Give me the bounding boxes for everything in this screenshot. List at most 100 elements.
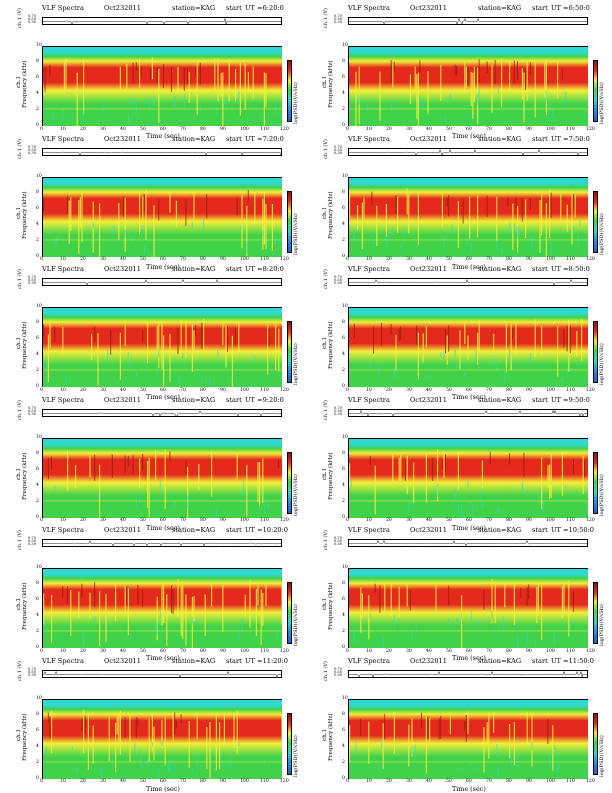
time-tick-label: 30 (406, 518, 412, 523)
colorbar-label: log(PSD)(V/√Hz) (293, 734, 299, 777)
time-tick-label: 90 (526, 126, 532, 132)
timeseries-tick-label: 0.50 (334, 408, 343, 413)
time-tick-label: 80 (506, 518, 512, 523)
panel-title: VLF Spectra (42, 4, 84, 12)
frequency-tick-label: 10 (36, 434, 42, 440)
frequency-tick-label: 2 (36, 759, 39, 765)
timeseries-svg (43, 670, 282, 678)
time-tick-label: 60 (466, 518, 472, 523)
time-tick-label: 20 (386, 648, 392, 654)
frequency-tick-label: 2 (342, 629, 345, 634)
frequency-tick-label: 6 (342, 597, 345, 602)
frequency-axis-label: Frequency (kHz) (22, 190, 28, 239)
time-tick-label: 70 (180, 648, 186, 654)
spectrogram-svg (349, 47, 588, 126)
time-axis-label: Time (sec) (452, 654, 486, 662)
spectrogram-streaks (349, 448, 588, 517)
spectrogram-streaks (43, 188, 282, 257)
panel-station: station=KAG (172, 265, 216, 273)
timeseries-tick-label: 0.30 (334, 150, 343, 155)
time-tick-label: 90 (220, 126, 226, 132)
timeseries-axis-label: ch.1 (V) (17, 399, 23, 420)
timeseries-tick-label: 0.50 (334, 147, 343, 152)
time-tick-label: 0 (346, 648, 349, 654)
time-tick-label: 30 (406, 779, 412, 784)
time-tick-label: 60 (160, 257, 166, 262)
panel-start-label: start (532, 395, 548, 404)
time-tick-label: 50 (446, 648, 452, 654)
panel-date: Oct232011 (410, 4, 447, 12)
panel-title: VLF Spectra (42, 265, 84, 273)
panel-start-label: start (532, 265, 548, 273)
time-tick-label: 40 (120, 648, 126, 654)
timeseries-tick-label: 0.70 (334, 405, 343, 410)
timeseries-svg (43, 279, 282, 286)
time-tick-label: 100 (240, 126, 249, 132)
spectrogram-panel: VLF Spectra Oct232011 station=KAG start UT =… (0, 4, 299, 140)
time-tick-label: 70 (486, 648, 492, 654)
colorbar-label: log(PSD)(V/√Hz) (293, 343, 299, 385)
panel-start-time: UT =11:50:0 (551, 656, 594, 665)
frequency-tick-label: 8 (36, 581, 39, 586)
timeseries-axis-label: ch.1 (V) (323, 8, 329, 28)
time-tick-label: 90 (526, 387, 532, 393)
frequency-axis-label: Frequency (kHz) (22, 712, 28, 761)
panel-start-label: start (532, 4, 548, 12)
timeseries-strip (42, 17, 282, 25)
time-tick-label: 80 (200, 648, 206, 654)
spectrogram-panel: VLF Spectra Oct232011 station=KAG start UT =… (306, 656, 605, 792)
timeseries-strip (348, 408, 588, 417)
spectrogram-streaks (349, 187, 588, 257)
time-tick-label: 110 (566, 387, 575, 393)
frequency-tick-label: 0 (36, 645, 39, 650)
frequency-tick-label: 10 (342, 304, 348, 309)
panel-title: VLF Spectra (42, 526, 84, 534)
time-tick-label: 90 (220, 779, 226, 784)
timeseries-line (349, 670, 588, 678)
time-tick-label: 110 (260, 257, 269, 262)
timeseries-tick-label: 0.70 (334, 536, 343, 540)
panel-station: station=KAG (478, 526, 522, 534)
frequency-tick-label: 2 (36, 498, 39, 504)
time-tick-label: 0 (40, 648, 43, 654)
panel-start-time: UT =11:20:0 (245, 656, 288, 665)
panel-station: station=KAG (478, 265, 522, 273)
time-tick-label: 40 (426, 126, 432, 132)
timeseries-tick-label: 0.30 (334, 542, 343, 547)
timeseries-line (43, 409, 282, 417)
time-tick-label: 50 (140, 648, 146, 654)
time-tick-label: 70 (180, 387, 186, 393)
spectrogram-svg (349, 699, 588, 779)
time-tick-label: 70 (486, 779, 492, 784)
panel-start-time: UT =9:50:0 (551, 395, 590, 404)
colorbar (593, 321, 598, 383)
time-tick-label: 70 (180, 126, 186, 132)
time-tick-label: 30 (100, 648, 106, 654)
time-axis-label: Time (sec) (452, 523, 486, 532)
time-tick-label: 0 (346, 126, 349, 132)
spectrogram-streaks (43, 709, 282, 779)
panel-station: station=KAG (172, 395, 216, 404)
time-tick-label: 110 (260, 518, 269, 523)
spectrogram-panel: VLF Spectra Oct232011 station=KAG start UT =… (0, 656, 299, 792)
panel-start-label: start (226, 395, 242, 404)
spectrogram-svg (349, 438, 588, 518)
frequency-tick-label: 10 (36, 173, 42, 179)
spectrogram-streaks (349, 579, 588, 648)
colorbar-label: log(PSD)(V/√Hz) (599, 212, 605, 255)
time-tick-label: 0 (40, 779, 43, 784)
timeseries-tick-label: 0.70 (28, 14, 37, 18)
time-tick-label: 10 (366, 387, 372, 393)
spectrogram-svg (43, 47, 282, 126)
time-tick-label: 30 (100, 518, 106, 523)
frequency-tick-label: 0 (36, 514, 39, 520)
timeseries-svg (349, 409, 588, 417)
cyan-band (349, 569, 588, 573)
colorbar (593, 190, 598, 253)
time-tick-label: 40 (426, 779, 432, 784)
frequency-tick-label: 10 (36, 304, 42, 309)
spectrogram-area (42, 568, 282, 648)
frequency-tick-label: 6 (36, 336, 39, 341)
cyan-band (43, 177, 282, 182)
time-tick-label: 60 (160, 126, 166, 132)
